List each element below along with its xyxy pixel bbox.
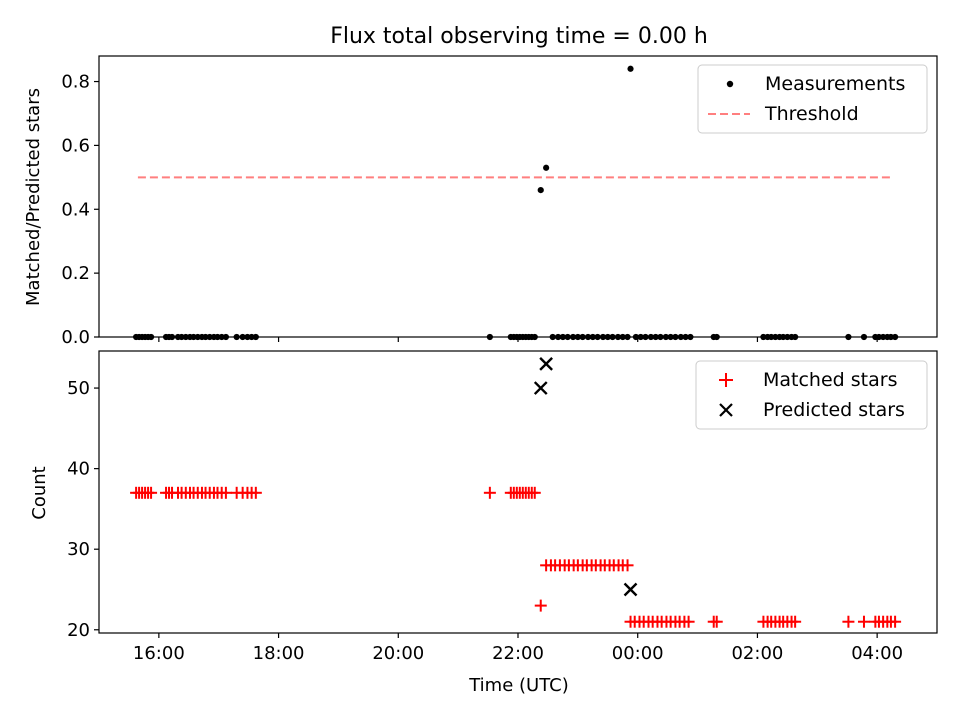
measurements-point xyxy=(543,164,550,171)
bottom-panel-plot-area xyxy=(130,357,902,628)
matched-stars-point xyxy=(219,486,232,499)
matched-stars-point xyxy=(710,615,723,628)
matched-stars-point xyxy=(528,486,541,499)
bottom-panel-frame xyxy=(98,350,938,634)
y-tick-label: 0.4 xyxy=(61,199,90,220)
bottom-panel-x-axis-label: Time (UTC) xyxy=(468,675,569,696)
bottom-panel-y-axis-label: Count xyxy=(29,466,50,519)
matched-stars-point xyxy=(621,559,634,572)
x-tick-label: 20:00 xyxy=(372,643,424,664)
top-panel-ticks: 0.0 0.2 0.4 0.6 0.8 xyxy=(61,72,878,348)
x-tick-label: 16:00 xyxy=(133,643,185,664)
matched-stars-point xyxy=(857,615,870,628)
measurements-point xyxy=(537,187,544,194)
top-legend-box xyxy=(697,64,928,134)
y-tick-label: 40 xyxy=(67,459,90,480)
top-legend: Measurements Threshold xyxy=(697,64,928,134)
measurements-legend-marker xyxy=(726,80,734,88)
matched-stars-point xyxy=(789,615,802,628)
top-panel-frame xyxy=(98,55,938,338)
threshold-legend-label: Threshold xyxy=(764,103,859,125)
matched-stars-point xyxy=(682,615,695,628)
top-panel: Flux total observing time = 0.00 h Match… xyxy=(23,24,938,348)
y-tick-label: 0.2 xyxy=(61,263,90,284)
predicted-stars-point xyxy=(623,582,638,597)
matched-stars-legend-marker xyxy=(719,373,733,387)
x-tick-label: 02:00 xyxy=(731,643,783,664)
x-tick-label: 22:00 xyxy=(492,643,544,664)
top-panel-title: Flux total observing time = 0.00 h xyxy=(330,24,708,49)
predicted-stars-point xyxy=(539,357,553,371)
matched-stars-point xyxy=(145,486,158,499)
matched-stars-point xyxy=(534,599,547,612)
y-tick-label: 0.8 xyxy=(61,72,90,93)
y-tick-label: 50 xyxy=(67,378,90,399)
bottom-panel: Count Time (UTC) 16:00 18:00 20:00 22:00 00:… xyxy=(29,350,938,696)
bottom-panel-ticks: 16:00 18:00 20:00 22:00 00:00 02:00 04:00 20 30 4… xyxy=(67,378,903,664)
x-tick-label: 18:00 xyxy=(253,643,305,664)
measurements-legend-label: Measurements xyxy=(765,73,905,95)
y-tick-label: 20 xyxy=(67,620,90,641)
x-tick-label: 00:00 xyxy=(612,643,664,664)
matched-stars-point xyxy=(483,486,496,499)
top-panel-y-axis-label: Matched/Predicted stars xyxy=(23,88,44,306)
predicted-stars-point xyxy=(533,381,548,395)
matched-stars-point xyxy=(249,486,262,499)
y-tick-label: 30 xyxy=(67,539,90,560)
bottom-legend-box xyxy=(695,360,928,430)
x-tick-label: 04:00 xyxy=(851,643,903,664)
measurements-point xyxy=(627,65,634,72)
y-tick-label: 0.0 xyxy=(61,327,90,348)
matched-stars-point xyxy=(842,615,855,628)
predicted-stars-legend-marker xyxy=(719,403,733,417)
matched-stars-point xyxy=(889,615,902,628)
predicted-stars-legend-label: Predicted stars xyxy=(763,399,905,421)
matched-stars-legend-label: Matched stars xyxy=(763,369,897,391)
bottom-legend: Matched stars Predicted stars xyxy=(695,360,928,430)
y-tick-label: 0.6 xyxy=(61,135,90,156)
